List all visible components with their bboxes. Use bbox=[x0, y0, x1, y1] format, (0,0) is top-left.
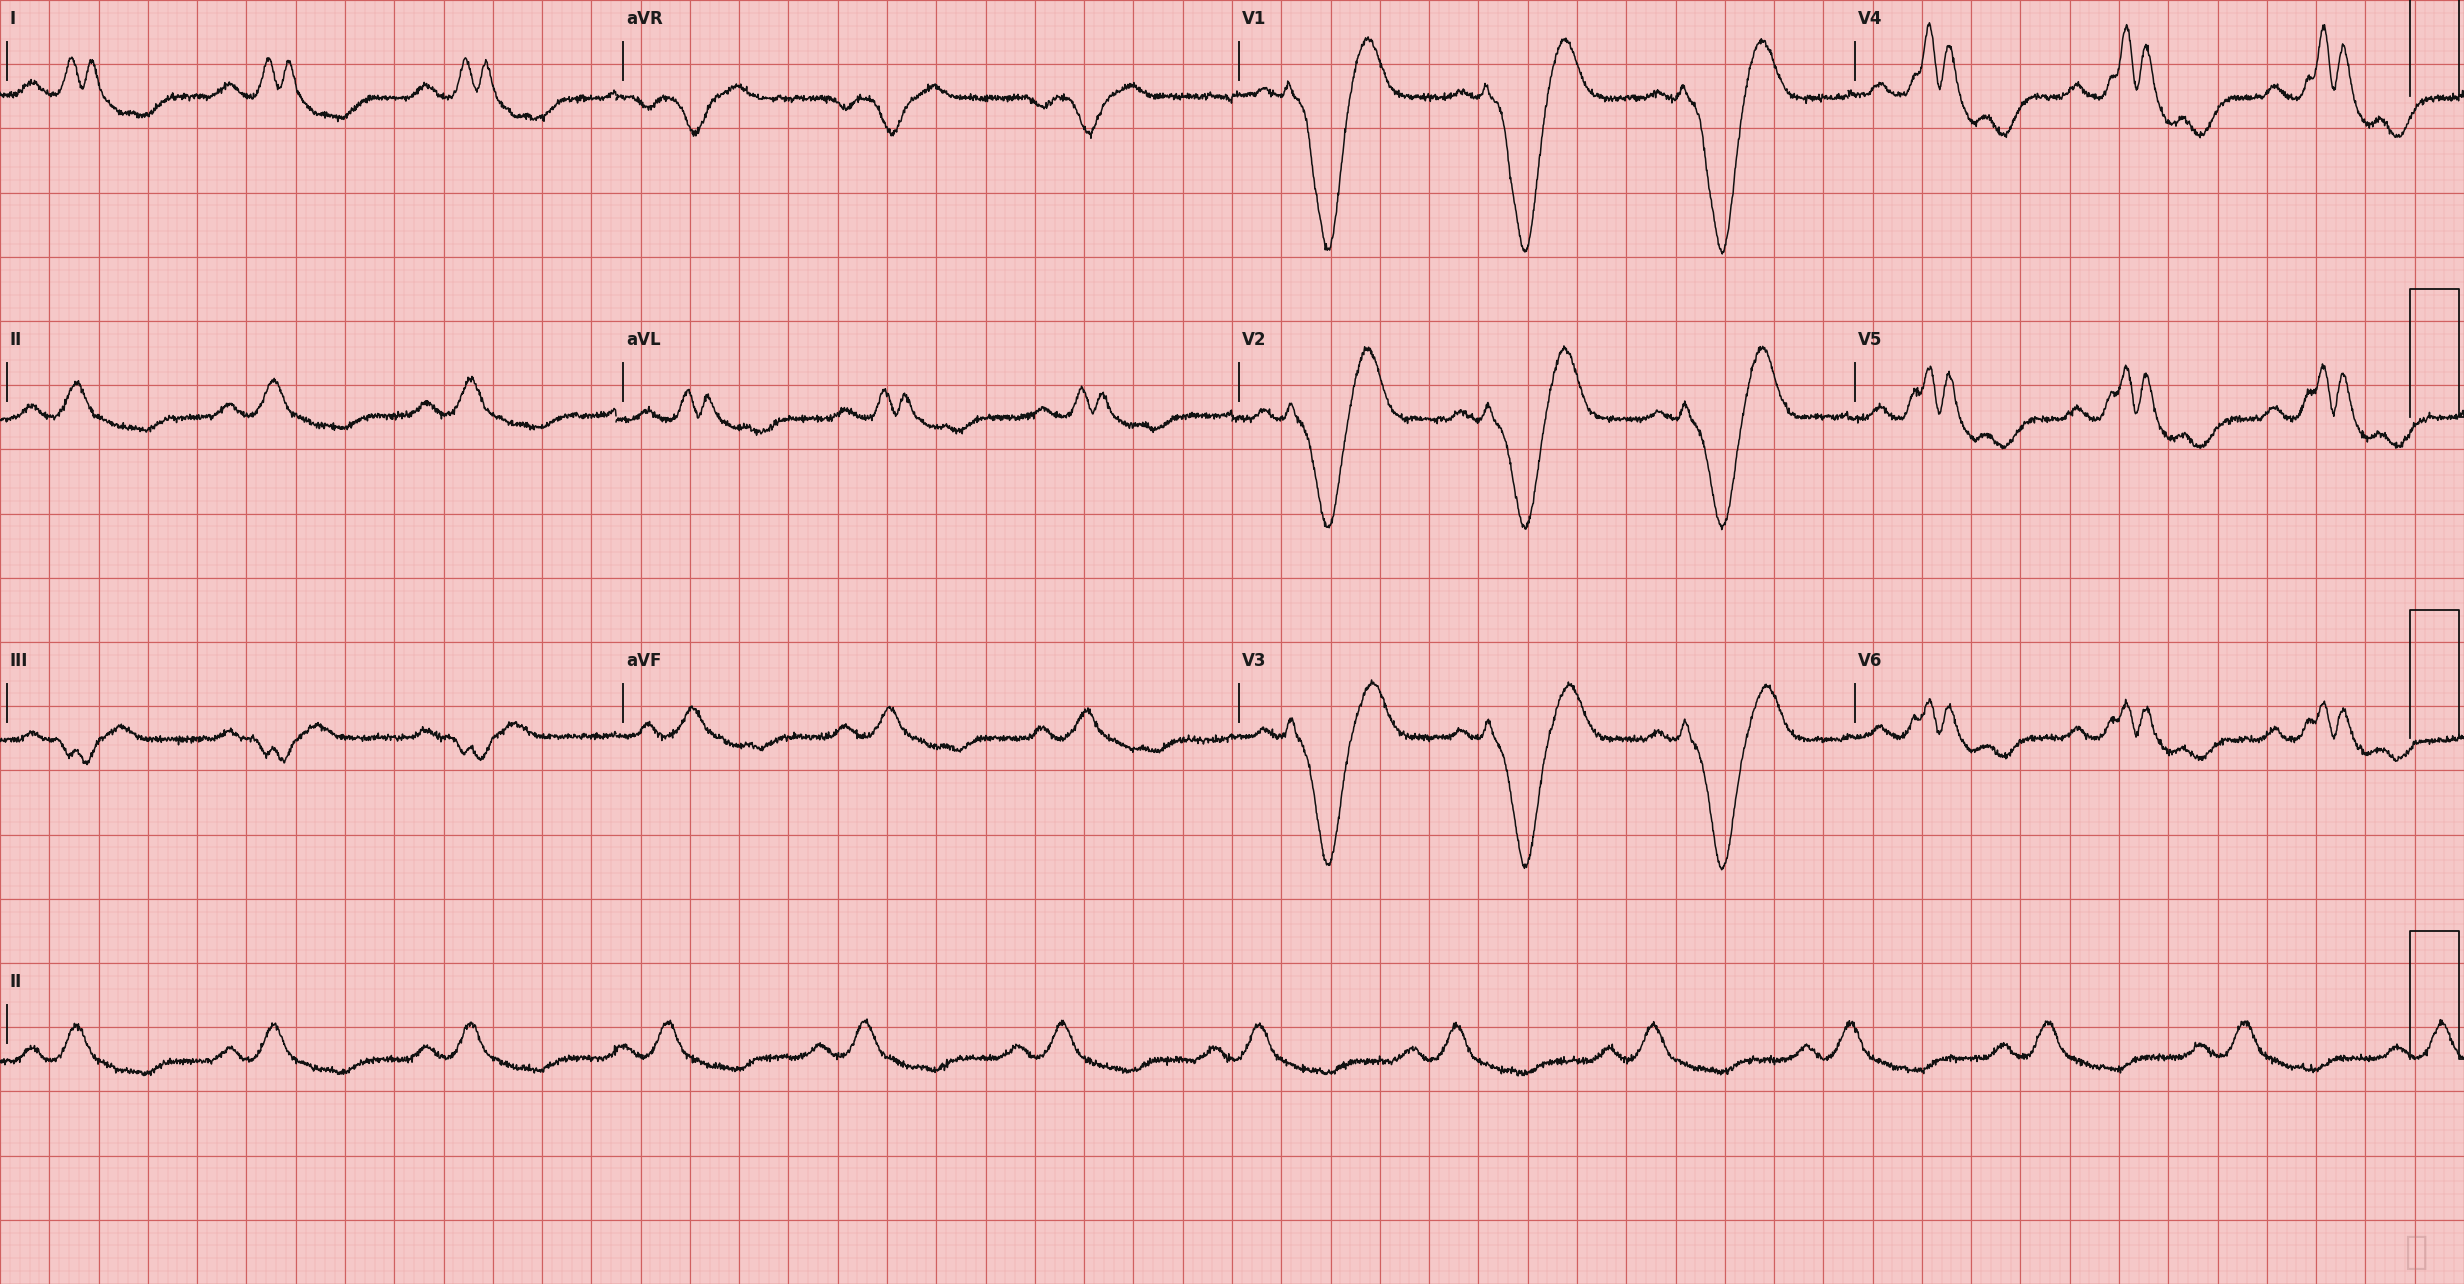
Text: V1: V1 bbox=[1242, 9, 1266, 28]
Text: III: III bbox=[10, 652, 27, 670]
Text: V3: V3 bbox=[1242, 652, 1266, 670]
Text: aVR: aVR bbox=[626, 9, 663, 28]
Text: 🦅: 🦅 bbox=[2405, 1233, 2427, 1271]
Text: V6: V6 bbox=[1858, 652, 1882, 670]
Text: aVF: aVF bbox=[626, 652, 660, 670]
Text: aVL: aVL bbox=[626, 330, 660, 349]
Text: II: II bbox=[10, 973, 22, 991]
Text: II: II bbox=[10, 330, 22, 349]
Text: I: I bbox=[10, 9, 15, 28]
Text: V2: V2 bbox=[1242, 330, 1266, 349]
Text: V5: V5 bbox=[1858, 330, 1882, 349]
Text: V4: V4 bbox=[1858, 9, 1882, 28]
